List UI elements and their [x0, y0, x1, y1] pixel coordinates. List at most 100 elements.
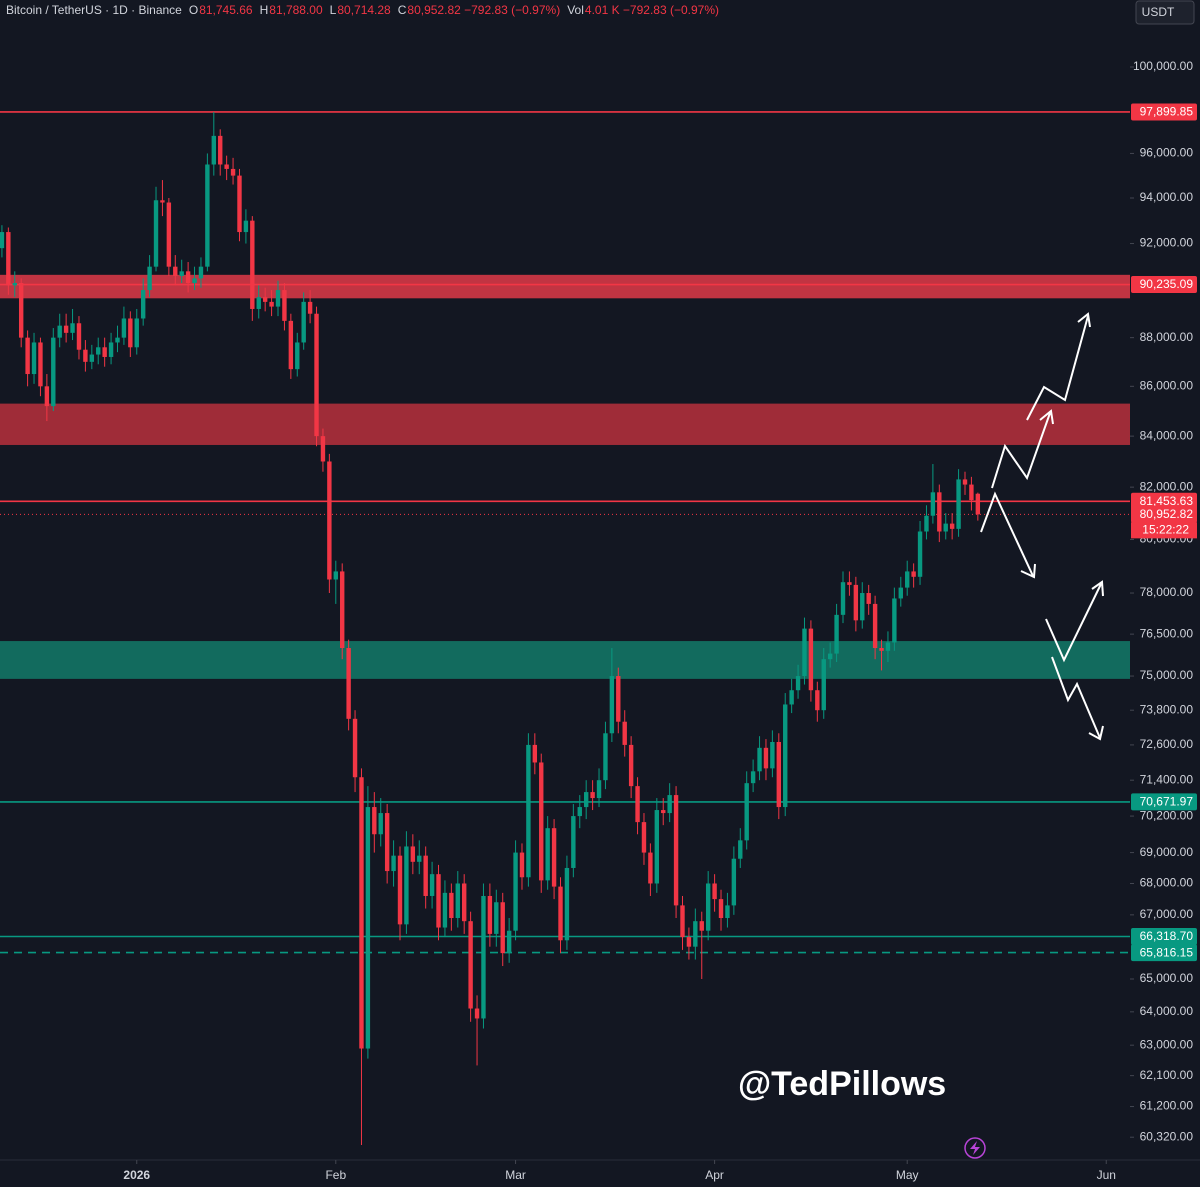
- candle-body: [609, 676, 615, 734]
- candle-body: [962, 479, 968, 485]
- level-label-box: [1131, 505, 1197, 523]
- candle-body: [89, 354, 95, 362]
- candle-body: [38, 342, 43, 387]
- currency-box[interactable]: [1135, 0, 1195, 25]
- candle-body: [975, 493, 981, 515]
- zone: [0, 274, 1130, 299]
- candle-body: [295, 342, 300, 370]
- candle-body: [526, 744, 531, 878]
- candle-body: [622, 721, 627, 745]
- candle-body: [712, 883, 717, 900]
- candle-body: [693, 921, 698, 947]
- y-tick-label: 84,000.00: [1140, 428, 1194, 442]
- candle-body: [513, 852, 518, 931]
- currency[interactable]: USDT: [1142, 5, 1175, 19]
- candle-body: [969, 484, 974, 501]
- level-label: 97,899.85: [1140, 105, 1194, 119]
- x-tick-label: Feb: [325, 1168, 346, 1182]
- candle-body: [827, 653, 833, 660]
- candle-body: [705, 883, 711, 931]
- candle-body: [397, 855, 403, 925]
- candle-body: [943, 523, 948, 532]
- drawing-arrow: [1026, 315, 1089, 421]
- candle-body: [789, 690, 794, 705]
- level-label: 65,816.15: [1140, 945, 1194, 959]
- candle-body: [70, 323, 75, 333]
- candle-body: [333, 571, 338, 580]
- candle-body: [750, 771, 756, 784]
- y-tick-label: 73,800.00: [1140, 702, 1194, 716]
- candle-body: [211, 135, 217, 165]
- ohlc-key: H: [260, 3, 269, 17]
- y-tick-label: 72,600.00: [1140, 737, 1194, 751]
- y-tick-label: 75,000.00: [1140, 668, 1194, 682]
- candle-body: [378, 813, 383, 835]
- candle-body: [18, 283, 24, 338]
- candle-body: [648, 852, 653, 884]
- y-tick-label: 92,000.00: [1140, 236, 1194, 250]
- candle-body: [121, 318, 127, 338]
- candle-body: [500, 902, 505, 954]
- zone: [0, 403, 1130, 445]
- candle-body: [372, 807, 377, 835]
- candle-body: [879, 648, 884, 651]
- candle-body: [545, 828, 550, 881]
- candle-body: [340, 571, 345, 649]
- level-label: 81,453.63: [1140, 494, 1194, 508]
- candle-body: [404, 846, 409, 925]
- candle-body: [872, 603, 878, 649]
- candle-body: [795, 676, 801, 691]
- candle-body: [494, 902, 499, 934]
- ohlc-value: 81,788.00: [269, 3, 323, 17]
- candle-body: [911, 571, 916, 577]
- candle-body: [51, 337, 56, 407]
- candle-body: [776, 741, 782, 808]
- x-tick-label: Jun: [1097, 1168, 1116, 1182]
- candle-body: [892, 598, 897, 643]
- candle-body: [680, 905, 685, 938]
- zone: [0, 641, 1130, 679]
- candle-body: [571, 816, 576, 868]
- lightning-icon[interactable]: [964, 1137, 986, 1159]
- candle-body: [481, 895, 486, 1019]
- x-tick-label: Mar: [505, 1168, 526, 1182]
- ohlc-value: 4.01 K −792.83 (−0.97%): [585, 3, 719, 17]
- candle-body: [757, 747, 762, 772]
- candle-body: [718, 899, 724, 919]
- axis: 100,000.00 96,000.00 94,000.00 92,000.00 88,…: [123, 59, 1193, 1182]
- candle-body: [83, 349, 88, 362]
- candle-body: [192, 278, 197, 284]
- level-label-box: [1131, 276, 1197, 294]
- candle-body: [506, 930, 512, 954]
- x-tick-label: May: [896, 1168, 919, 1182]
- candle-body: [275, 290, 281, 307]
- y-tick-label: 86,000.00: [1140, 378, 1194, 392]
- candle-body: [449, 892, 454, 919]
- candle-body: [840, 582, 846, 615]
- y-tick-label: 64,000.00: [1140, 1004, 1194, 1018]
- candle-body: [539, 762, 544, 881]
- ohlc-key: L: [330, 3, 337, 17]
- ohlc-key: Vol: [567, 3, 584, 17]
- level-label: 66,318.70: [1140, 929, 1194, 943]
- candle-body: [808, 628, 814, 691]
- y-tick-label: 70,200.00: [1140, 808, 1194, 822]
- candle-body: [628, 744, 634, 787]
- candle-body: [160, 200, 165, 203]
- candle-body: [346, 648, 351, 719]
- watermark: @TedPillows: [738, 1065, 946, 1103]
- candle-body: [108, 342, 114, 357]
- y-tick-label: 62,100.00: [1140, 1068, 1194, 1082]
- candle-body: [436, 874, 441, 928]
- candle-body: [256, 297, 261, 309]
- y-tick-label: 94,000.00: [1140, 190, 1194, 204]
- candle-body: [596, 780, 602, 799]
- candle-body: [153, 200, 159, 267]
- candle-body: [237, 175, 242, 233]
- ohlc-value: 80,714.28: [337, 3, 391, 17]
- candle-body: [63, 325, 69, 333]
- candle-body: [661, 810, 666, 814]
- arrow-head: [1088, 725, 1104, 741]
- candle-body: [179, 271, 184, 277]
